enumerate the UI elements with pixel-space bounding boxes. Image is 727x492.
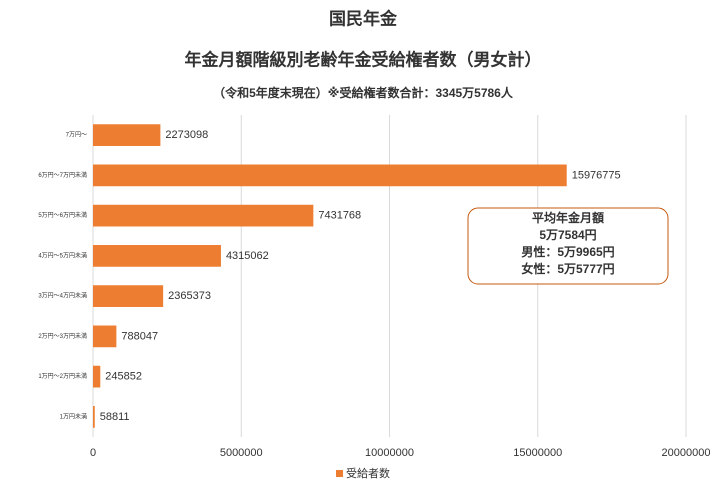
bar — [93, 124, 161, 146]
chart-subtitle: 年金月額階級別老齢年金受給権者数（男女計） — [185, 49, 542, 69]
bar — [93, 406, 95, 428]
bar — [93, 325, 117, 348]
bar — [93, 164, 567, 187]
y-tick-label: 7万円～ — [66, 132, 87, 139]
x-tick-label: 0 — [90, 447, 96, 459]
x-tick-label: 15000000 — [513, 447, 562, 459]
data-label: 58811 — [100, 411, 130, 423]
x-tick-label: 10000000 — [365, 447, 414, 459]
data-label: 7431768 — [318, 210, 361, 222]
x-tick-label: 5000000 — [220, 447, 263, 459]
data-label: 2365373 — [168, 290, 211, 302]
y-tick-label: 1万円未満 — [60, 412, 87, 420]
legend-label: 受給者数 — [346, 466, 390, 480]
annotation-line: 女性：5万5777円 — [521, 261, 614, 276]
x-tick-label: 20000000 — [662, 447, 711, 459]
y-tick-label: 2万円～3万円未満 — [38, 332, 87, 340]
chart-title: 国民年金 — [329, 8, 398, 28]
legend-swatch — [336, 470, 343, 477]
bar — [93, 204, 314, 227]
chart-note: （令和5年度末現在）※受給権者数合計：3345万5786人 — [213, 85, 514, 100]
bar — [93, 365, 101, 388]
data-label: 245852 — [105, 371, 142, 383]
annotation-box — [467, 207, 669, 285]
annotation-line: 男性：5万9965円 — [521, 244, 614, 259]
data-label: 15976775 — [572, 169, 621, 181]
y-tick-label: 4万円～5万円未満 — [38, 251, 87, 259]
data-label: 4315062 — [226, 250, 269, 262]
data-label: 2273098 — [165, 129, 208, 141]
y-tick-label: 3万円～4万円未満 — [38, 292, 87, 300]
annotation-line: 5万7584円 — [539, 228, 596, 242]
bar — [93, 245, 221, 267]
y-tick-label: 1万円～2万円未満 — [38, 372, 87, 380]
data-label: 788047 — [121, 330, 158, 342]
annotation-line: 平均年金月額 — [532, 210, 604, 225]
y-tick-label: 6万円～7万円未満 — [38, 171, 87, 179]
bar — [93, 285, 164, 307]
y-tick-label: 5万円～6万円未満 — [38, 211, 87, 219]
